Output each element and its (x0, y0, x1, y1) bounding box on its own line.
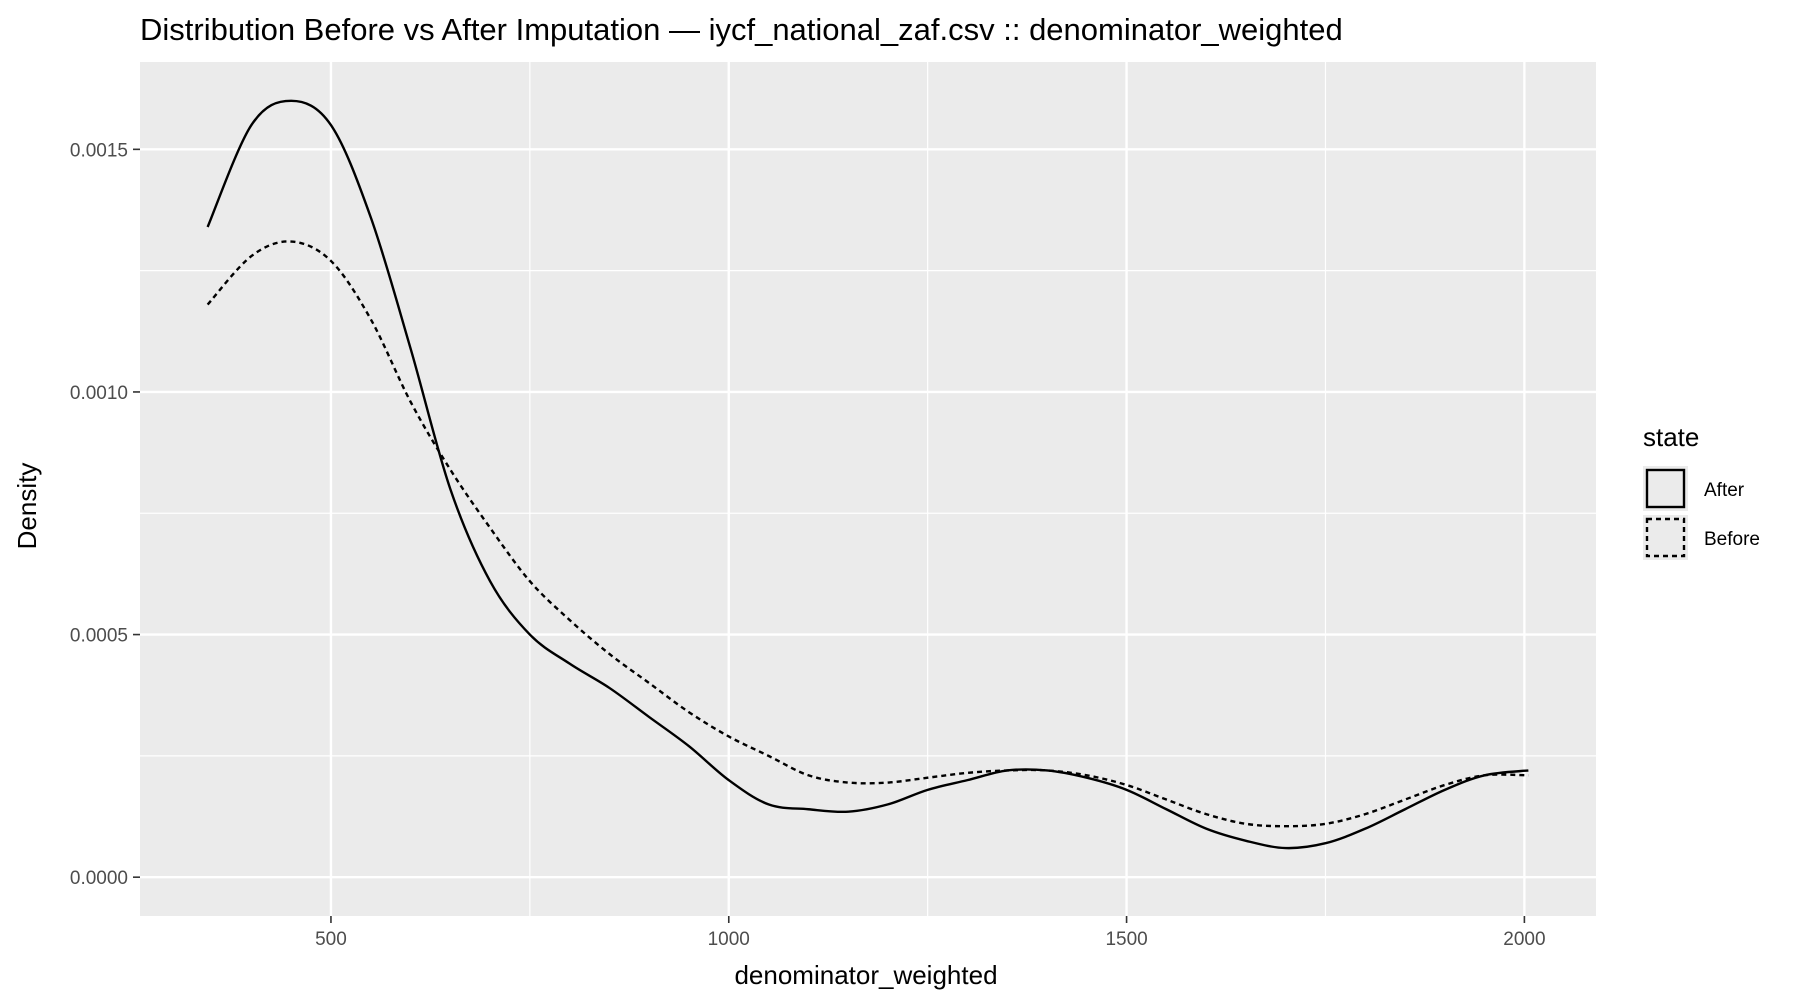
legend-item-after: After (1643, 466, 1745, 511)
x-axis-title: denominator_weighted (734, 960, 997, 990)
y-tick-label: 0.0015 (70, 140, 128, 161)
y-tick-label: 0.0000 (70, 868, 128, 889)
y-tick-label: 0.0010 (70, 383, 128, 404)
y-axis-title: Density (12, 463, 42, 550)
series-line-after (206, 99, 1529, 850)
x-tick-label: 2000 (1503, 929, 1545, 950)
x-tick-label: 500 (315, 929, 347, 950)
series-line-before (206, 240, 1529, 828)
x-tick-label: 1000 (708, 929, 750, 950)
panel-background (140, 62, 1596, 916)
legend-key-swatch (1645, 468, 1686, 509)
legend-label: After (1704, 480, 1745, 501)
plot-panel (140, 62, 1596, 916)
legend-label: Before (1704, 529, 1760, 550)
legend: state After Before (1643, 422, 1760, 560)
legend-item-before: Before (1643, 515, 1760, 560)
y-tick-label: 0.0005 (70, 626, 128, 647)
x-tick-label: 1500 (1105, 929, 1147, 950)
x-axis: 500 1000 1500 2000 (315, 916, 1546, 950)
chart-title: Distribution Before vs After Imputation … (140, 12, 1343, 47)
legend-title: state (1643, 422, 1699, 452)
legend-key-swatch (1645, 517, 1686, 558)
series-group (206, 99, 1529, 850)
y-axis: 0.0000 0.0005 0.0010 0.0015 (70, 140, 140, 889)
